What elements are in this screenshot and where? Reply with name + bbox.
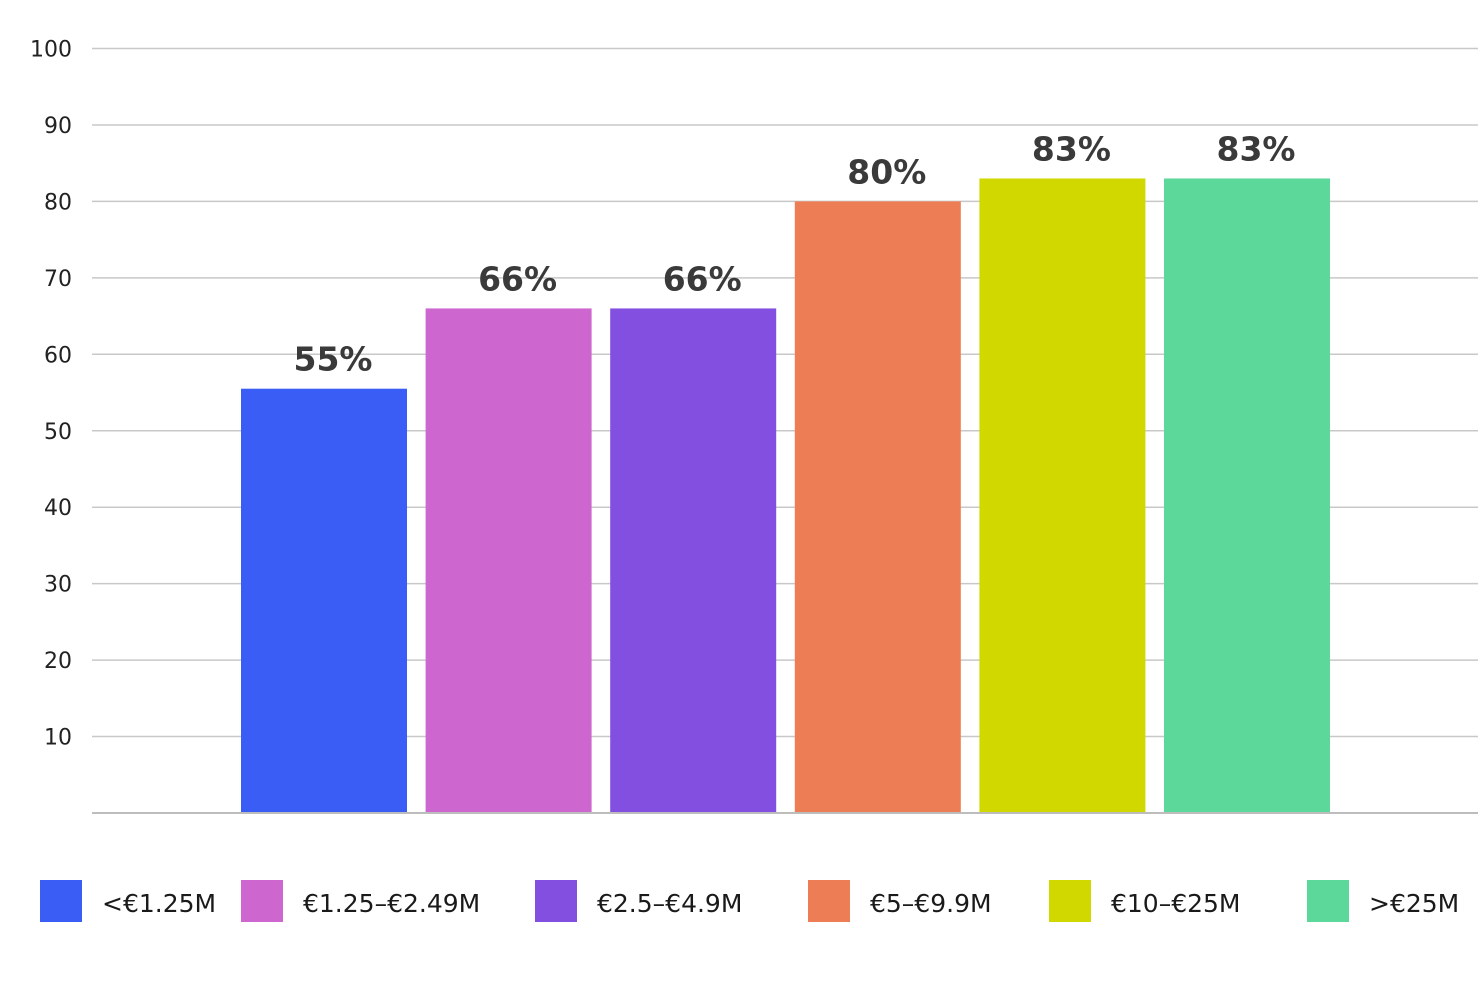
legend-swatch: [1049, 880, 1091, 922]
legend-label: €10–€25M: [1111, 889, 1241, 918]
y-tick-label: 40: [44, 496, 72, 521]
y-tick-label: 30: [44, 573, 72, 598]
bar: [241, 388, 407, 813]
legend-label: >€25M: [1369, 889, 1459, 918]
data-label: 66%: [663, 259, 742, 298]
legend-label: <€1.25M: [102, 889, 216, 918]
data-label: 66%: [478, 259, 557, 298]
y-tick-label: 20: [44, 649, 72, 674]
legend-label: €2.5–€4.9M: [597, 889, 742, 918]
legend: <€1.25M €1.25–€2.49M €2.5–€4.9M €5–€9.9M €10…: [40, 880, 1459, 922]
y-axis-ticks: 10 20 30 40 50 60 70 80 90 100: [30, 38, 72, 751]
y-tick-label: 60: [44, 343, 72, 368]
bar: [979, 178, 1146, 814]
data-label: 80%: [847, 152, 926, 191]
bar: [794, 201, 961, 813]
data-label: 83%: [1217, 129, 1296, 168]
legend-swatch: [535, 880, 577, 922]
bar: [610, 308, 777, 813]
legend-item: >€25M: [1307, 880, 1459, 922]
legend-item: €1.25–€2.49M: [241, 880, 480, 922]
data-labels: 55% 66% 66% 80% 83% 83%: [294, 129, 1296, 378]
y-tick-label: 100: [30, 38, 72, 63]
data-label: 83%: [1032, 129, 1111, 168]
y-tick-label: 10: [44, 726, 72, 751]
legend-swatch: [40, 880, 82, 922]
legend-label: €1.25–€2.49M: [303, 889, 480, 918]
bar: [1164, 178, 1330, 814]
legend-swatch: [1307, 880, 1349, 922]
legend-item: €2.5–€4.9M: [535, 880, 742, 922]
bar: [425, 308, 592, 813]
legend-item: €5–€9.9M: [808, 880, 992, 922]
y-tick-label: 50: [44, 420, 72, 445]
legend-item: €10–€25M: [1049, 880, 1241, 922]
legend-swatch: [241, 880, 283, 922]
legend-label: €5–€9.9M: [870, 889, 992, 918]
y-tick-label: 90: [44, 114, 72, 139]
data-label: 55%: [294, 340, 373, 379]
y-tick-label: 70: [44, 267, 72, 292]
legend-item: <€1.25M: [40, 880, 216, 922]
y-tick-label: 80: [44, 190, 72, 215]
legend-swatch: [808, 880, 850, 922]
bars: [241, 178, 1330, 814]
